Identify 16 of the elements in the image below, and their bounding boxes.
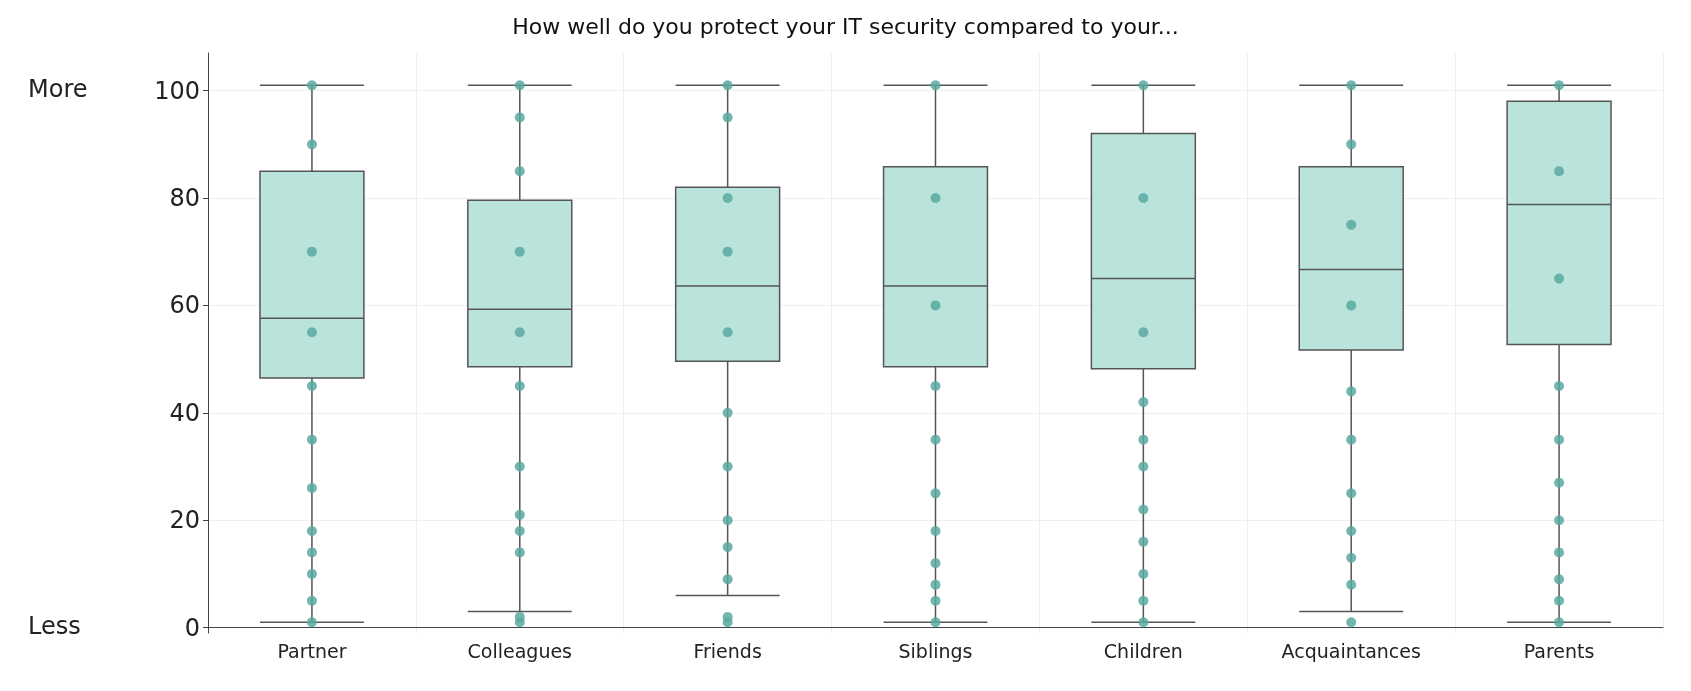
x-tick-label: Friends xyxy=(693,639,762,662)
y-tick-label: 0 xyxy=(184,613,200,642)
y-tick-label: 80 xyxy=(169,184,200,212)
y-tick-label: 100 xyxy=(154,76,200,105)
text: More xyxy=(28,74,88,103)
x-tick-label: Acquaintances xyxy=(1281,639,1421,662)
y-tick-label: 60 xyxy=(169,291,200,320)
chart-title: How well do you protect your IT security compared to your... xyxy=(512,13,1179,39)
x-tick-label: Partner xyxy=(277,639,347,662)
x-tick-label: Parents xyxy=(1523,639,1595,662)
x-tick-label: Children xyxy=(1103,639,1183,662)
x-tick-label: Siblings xyxy=(898,639,973,662)
x-tick-label: Colleagues xyxy=(467,639,573,662)
y-tick-label: 20 xyxy=(169,506,200,535)
text: Less xyxy=(28,611,81,640)
y-tick-label: 40 xyxy=(169,398,200,427)
